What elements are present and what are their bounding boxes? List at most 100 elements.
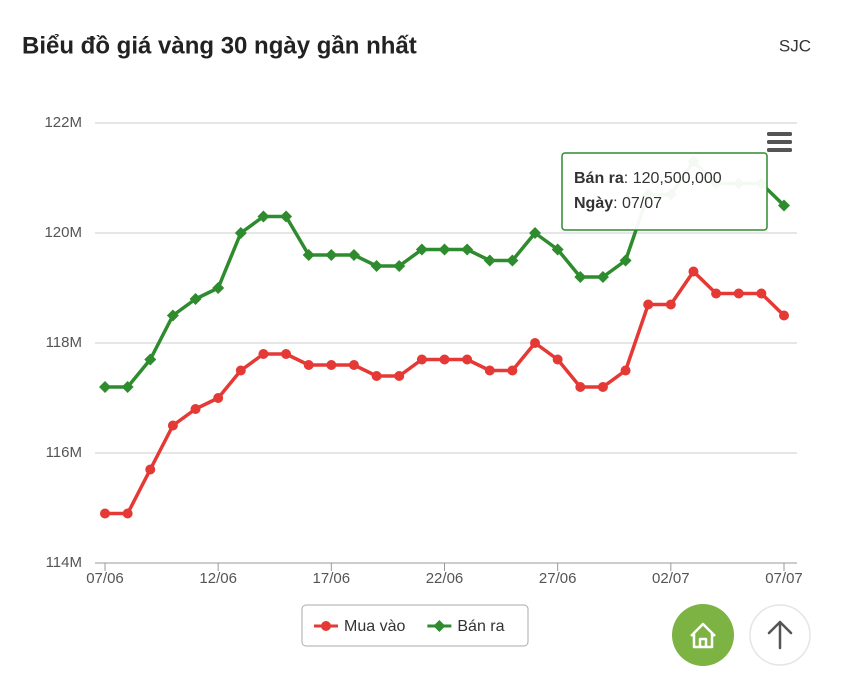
data-point [189, 293, 202, 305]
data-point [212, 282, 225, 294]
data-point [99, 381, 111, 393]
y-tick-label: 120M [44, 224, 82, 241]
arrow-up-icon [767, 620, 793, 650]
data-point [484, 365, 495, 376]
data-point [258, 349, 269, 359]
data-point [190, 404, 201, 414]
legend: Mua vào Bán ra [301, 604, 529, 647]
data-point [688, 266, 699, 277]
data-point [462, 354, 473, 365]
data-point [416, 354, 427, 365]
data-point [575, 382, 586, 392]
data-point [145, 464, 156, 475]
x-tick-label: 22/06 [426, 570, 464, 587]
x-tick-label: 07/06 [86, 570, 124, 587]
source-label: SJC [779, 36, 811, 55]
menu-bar [767, 132, 792, 136]
data-point [302, 249, 315, 261]
data-point [394, 371, 405, 381]
chart-title: Biểu đồ giá vàng 30 ngày gần nhất [22, 32, 417, 59]
legend-label: Mua vào [344, 618, 405, 635]
data-point [620, 365, 631, 376]
data-point [778, 199, 790, 212]
data-point [348, 360, 359, 370]
legend-label: Bán ra [457, 618, 504, 635]
data-point [166, 309, 179, 322]
menu-bar [767, 140, 792, 144]
data-point [257, 210, 270, 223]
home-circle [672, 604, 734, 666]
data-point [393, 260, 406, 272]
menu-bar [767, 148, 792, 152]
x-tick-label: 17/06 [313, 570, 351, 587]
y-tick-label: 116M [46, 444, 82, 461]
data-point [122, 508, 133, 519]
series-line [105, 269, 786, 516]
tooltip-series: Bán ra [574, 170, 624, 187]
data-point [235, 365, 246, 376]
menu-button[interactable] [767, 132, 792, 152]
data-point [371, 371, 382, 381]
data-point [711, 288, 722, 299]
data-point [347, 249, 360, 261]
data-point [529, 227, 542, 239]
x-tick-label: 27/06 [539, 570, 577, 587]
data-point [370, 260, 383, 272]
tooltip-line: Bán ra: 120,500,000 [574, 170, 722, 187]
data-point [100, 508, 110, 519]
data-point [144, 353, 157, 366]
data-point [326, 360, 337, 370]
data-point [733, 288, 744, 299]
tooltip-box [561, 152, 768, 231]
y-tick-label: 122M [44, 114, 82, 131]
y-tick-label: 114M [46, 554, 82, 571]
tooltip-sep: : [613, 195, 622, 212]
data-point [281, 349, 292, 359]
legend-item[interactable]: Mua vào [314, 618, 405, 635]
tooltip-date-label: Ngày [574, 195, 613, 212]
data-point [234, 227, 247, 239]
x-tick-label: 02/07 [652, 570, 690, 587]
legend-marker [321, 621, 331, 631]
data-point [483, 254, 496, 267]
data-point [303, 360, 314, 370]
tooltip: Bán ra: 120,500,000 Ngày: 07/07 [561, 152, 768, 231]
home-button[interactable] [672, 604, 734, 666]
x-tick-label: 12/06 [199, 570, 237, 587]
data-point [643, 299, 654, 310]
data-point [325, 249, 338, 261]
data-point [415, 243, 428, 256]
legend-marker [433, 620, 446, 632]
tooltip-date: 07/07 [622, 195, 662, 212]
tooltip-line: Ngày: 07/07 [574, 195, 662, 212]
tooltip-value: 120,500,000 [633, 170, 722, 187]
data-point [439, 354, 450, 365]
legend-box [301, 604, 529, 647]
home-icon [690, 622, 716, 649]
data-point [530, 338, 541, 348]
data-point [506, 254, 519, 267]
data-point [597, 382, 608, 392]
x-tick-label: 07/07 [765, 570, 803, 587]
data-point [280, 210, 293, 223]
data-point [213, 393, 224, 403]
data-point [507, 365, 518, 376]
data-point [167, 420, 178, 431]
tooltip-sep: : [624, 170, 633, 187]
data-point [779, 310, 789, 321]
data-point [551, 243, 564, 256]
data-point [665, 299, 676, 310]
data-point [438, 243, 451, 256]
data-point [574, 271, 587, 283]
data-point [596, 271, 609, 283]
data-point [121, 381, 134, 393]
data-point [552, 354, 563, 365]
scroll-top-button[interactable] [749, 604, 811, 666]
data-point [461, 243, 474, 256]
y-tick-label: 118M [46, 334, 82, 351]
legend-item[interactable]: Bán ra [427, 618, 505, 635]
data-point [756, 288, 767, 299]
data-point [619, 254, 632, 267]
